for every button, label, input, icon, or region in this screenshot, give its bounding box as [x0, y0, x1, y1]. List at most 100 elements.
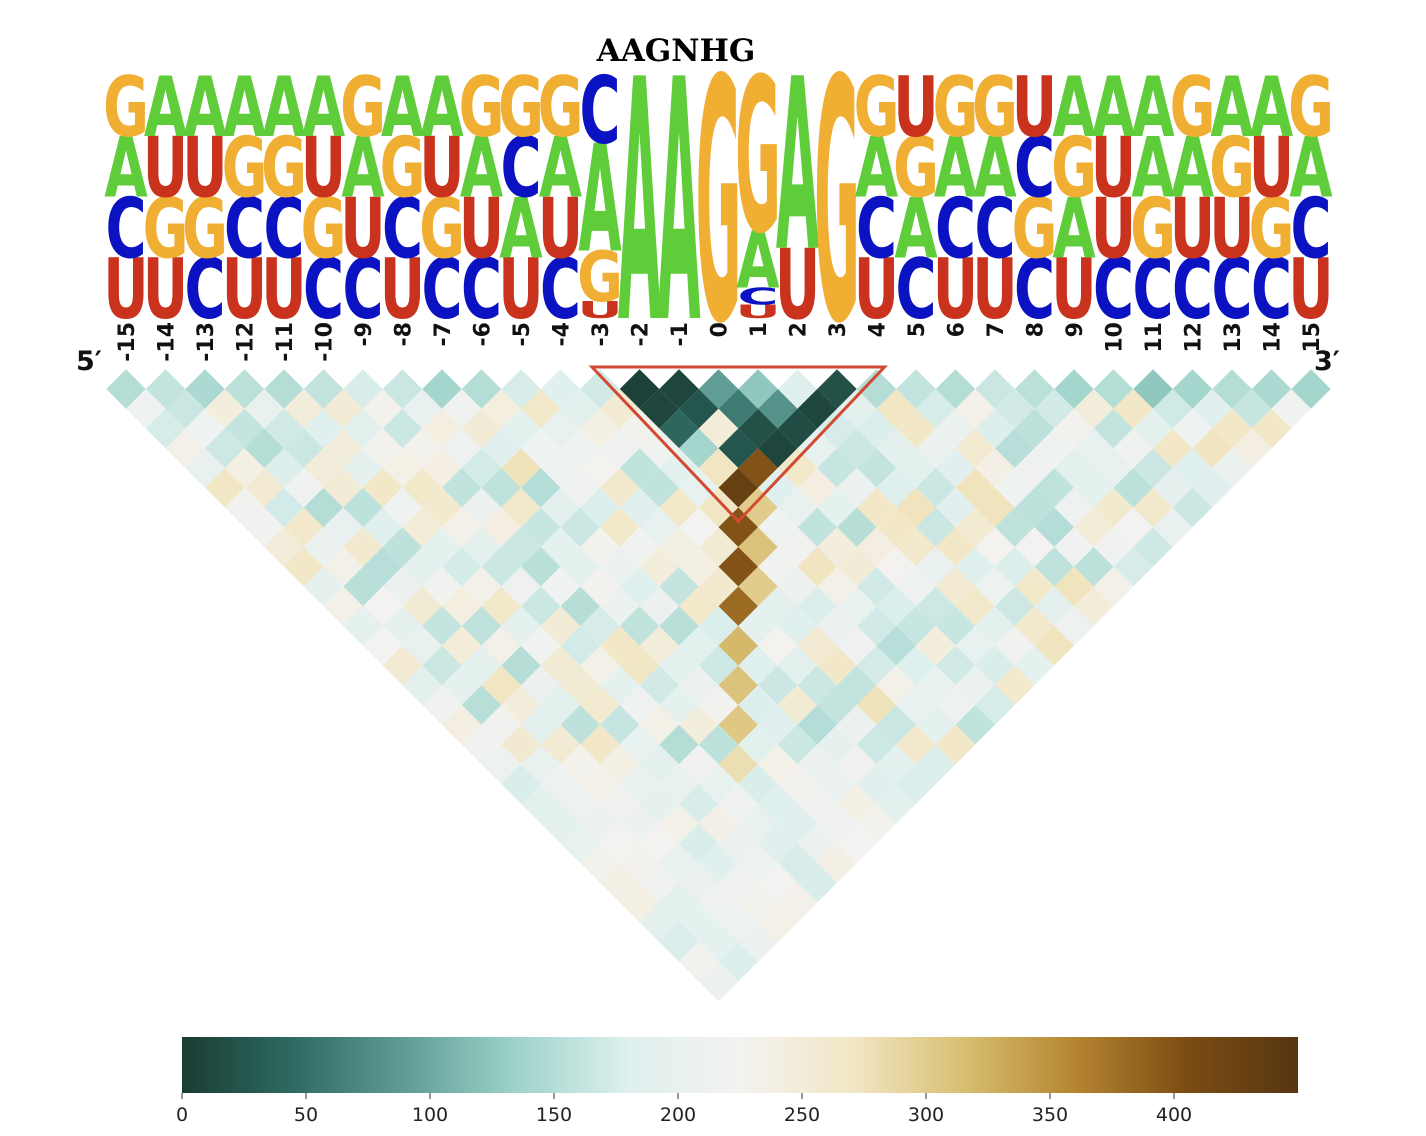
- position-label: 0: [708, 322, 733, 337]
- logo-letter: U: [261, 241, 306, 338]
- logo-letter: U: [380, 241, 425, 338]
- position-label: 12: [1182, 322, 1207, 353]
- logo-letter: C: [895, 241, 936, 338]
- position-label: -11: [273, 322, 298, 362]
- logo-letter: A: [460, 119, 503, 216]
- position-label: 7: [984, 322, 1009, 337]
- logo-letter: C: [974, 180, 1015, 277]
- logo-letter: C: [737, 283, 778, 310]
- logo-letter: G: [498, 58, 544, 155]
- logo-letter: G: [380, 119, 426, 216]
- logo-letter: C: [1132, 241, 1173, 338]
- logo-letter: C: [382, 180, 423, 277]
- logo-letter: A: [539, 119, 582, 216]
- colorbar-tick-label: 0: [176, 1104, 188, 1126]
- logo-letter: U: [1170, 180, 1215, 277]
- position-label: 14: [1261, 322, 1286, 353]
- logo-letter: G: [814, 10, 860, 398]
- logo-letter: A: [341, 119, 384, 216]
- logo-letter: G: [735, 33, 781, 281]
- motif-title: AAGNHG: [596, 33, 756, 69]
- logo-letter: A: [776, 28, 819, 305]
- logo-letter: A: [1131, 58, 1174, 155]
- logo-letter: C: [1290, 180, 1331, 277]
- logo-letter: G: [419, 180, 465, 277]
- position-axis: -15 -14 -13 -12 -11 -10 -9 -8 -7 -6 -5 -4 -3 -2 -1 0 1 2 3…: [115, 322, 1325, 362]
- logo-letter: C: [1014, 119, 1055, 216]
- position-label: -2: [629, 322, 654, 346]
- logo-letter: A: [262, 58, 305, 155]
- colorbar-tick-label: 150: [536, 1104, 572, 1126]
- logo-letter: G: [1170, 58, 1216, 155]
- heatmap-cell: [698, 961, 739, 1002]
- interaction-heatmap: [106, 369, 1331, 1002]
- logo-letter: G: [972, 58, 1018, 155]
- logo-letter: G: [1051, 119, 1097, 216]
- colorbar-tick-label: 300: [908, 1104, 944, 1126]
- logo-letter: U: [222, 241, 267, 338]
- position-label: -4: [550, 322, 575, 346]
- logo-letter: U: [419, 119, 464, 216]
- logo-letter: C: [421, 241, 462, 338]
- logo-letter: A: [657, 10, 700, 398]
- logo-letter: A: [1052, 58, 1095, 155]
- logo-letter: U: [498, 241, 543, 338]
- position-label: -9: [352, 322, 377, 346]
- logo-letter: U: [143, 119, 188, 216]
- logo-letter: G: [340, 58, 386, 155]
- five-prime-label: 5′: [76, 346, 102, 377]
- logo-letter: A: [578, 114, 621, 286]
- logo-letter: U: [972, 241, 1017, 338]
- position-label: 11: [1142, 322, 1167, 353]
- logo-letter: U: [1091, 180, 1136, 277]
- logo-letter: C: [935, 180, 976, 277]
- logo-letter: C: [1014, 241, 1055, 338]
- logo-letter: G: [538, 58, 584, 155]
- position-label: -14: [155, 322, 180, 362]
- logo-letter: A: [104, 119, 147, 216]
- logo-letter: U: [1091, 119, 1136, 216]
- logo-letter: C: [224, 180, 265, 277]
- logo-letter: U: [1051, 241, 1096, 338]
- logo-letter: G: [103, 58, 149, 155]
- position-label: 4: [866, 322, 891, 337]
- logo-letter: C: [1093, 241, 1134, 338]
- position-label: -12: [234, 322, 259, 362]
- logo-letter: A: [144, 58, 187, 155]
- logo-letter: G: [261, 119, 307, 216]
- logo-letter: C: [540, 241, 581, 338]
- logo-letter: G: [143, 180, 189, 277]
- logo-letter: U: [459, 180, 504, 277]
- logo-letter: A: [1289, 119, 1332, 216]
- logo-letter: A: [934, 119, 977, 216]
- colorbar-tick-label: 350: [1032, 1104, 1068, 1126]
- logo-letter: G: [1249, 180, 1295, 277]
- logo-letter: A: [973, 119, 1016, 216]
- logo-letter: C: [500, 119, 541, 216]
- logo-letter: C: [1172, 241, 1213, 338]
- logo-letter: G: [301, 180, 347, 277]
- logo-letter: U: [1249, 119, 1294, 216]
- logo-letter: U: [301, 119, 346, 216]
- colorbar-tick-label: 250: [784, 1104, 820, 1126]
- position-label: 9: [1063, 322, 1088, 337]
- logo-letter: A: [1092, 58, 1135, 155]
- logo-letter: A: [855, 119, 898, 216]
- position-label: -7: [431, 322, 456, 346]
- logo-letter: C: [184, 241, 225, 338]
- motif-highlight-triangle: [588, 365, 888, 524]
- position-label: 10: [1103, 322, 1128, 353]
- logo-letter: C: [342, 241, 383, 338]
- logo-letter: G: [459, 58, 505, 155]
- logo-letter: A: [183, 58, 226, 155]
- logo-letter: A: [381, 58, 424, 155]
- position-label: 6: [945, 322, 970, 337]
- logo-letter: U: [538, 180, 583, 277]
- position-label: -6: [471, 322, 496, 346]
- logo-letter: A: [1131, 119, 1174, 216]
- position-label: 5: [905, 322, 930, 337]
- logo-letter: C: [461, 241, 502, 338]
- position-label: 2: [787, 322, 812, 337]
- colorbar-ticks: 0 50 100 150 200 250 300 350 400: [176, 1093, 1192, 1126]
- colorbar-tick-label: 400: [1156, 1104, 1192, 1126]
